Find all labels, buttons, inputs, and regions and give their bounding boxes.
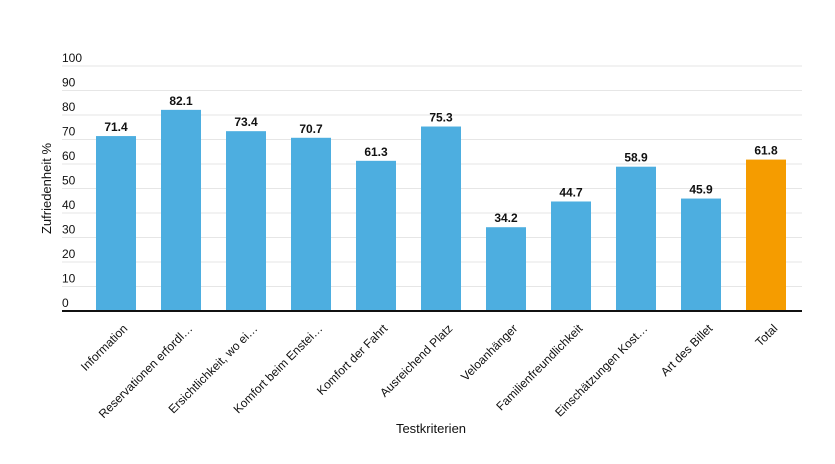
y-tick-label: 20 <box>62 247 76 261</box>
data-label: 75.3 <box>429 111 453 125</box>
bar <box>291 137 331 311</box>
x-tick-label: Total <box>753 321 781 349</box>
x-axis-title: Testkriterien <box>396 421 466 436</box>
bar <box>551 201 591 311</box>
y-tick-label: 80 <box>62 100 76 114</box>
data-label: 70.7 <box>299 122 323 136</box>
y-tick-label: 60 <box>62 149 76 163</box>
data-label: 44.7 <box>559 185 583 199</box>
x-tick-label: Veloanhänger <box>458 321 520 383</box>
data-label: 58.9 <box>624 151 648 165</box>
x-tick-label: Information <box>78 321 130 373</box>
bar <box>226 131 266 311</box>
data-labels: 71.4 82.1 73.4 70.7 61.3 75.3 34.2 44.7 58.9 45.9… <box>104 94 778 225</box>
y-tick-label: 90 <box>62 76 76 90</box>
data-label: 73.4 <box>234 115 258 129</box>
y-tick-label: 50 <box>62 174 76 188</box>
y-axis-ticks: 0 10 20 30 40 50 60 70 80 90 100 <box>62 51 82 310</box>
bar <box>616 166 656 311</box>
bars <box>96 109 786 311</box>
x-tick-label: Art des Billet <box>658 321 716 379</box>
bar <box>746 159 786 311</box>
y-axis-title: Zufriedenheit % <box>39 143 54 234</box>
data-label: 61.8 <box>754 144 778 158</box>
data-label: 61.3 <box>364 145 388 159</box>
y-tick-label: 100 <box>62 51 82 65</box>
bar <box>96 136 136 311</box>
data-label: 71.4 <box>104 120 128 134</box>
bar <box>486 227 526 311</box>
y-tick-label: 10 <box>62 272 76 286</box>
y-tick-label: 0 <box>62 296 69 310</box>
data-label: 45.9 <box>689 183 713 197</box>
data-label: 34.2 <box>494 211 518 225</box>
x-tick-label: Ausreichend Platz <box>377 321 455 399</box>
y-tick-label: 40 <box>62 198 76 212</box>
data-label: 82.1 <box>169 94 193 108</box>
bar <box>356 160 396 311</box>
bar <box>681 198 721 311</box>
y-tick-label: 30 <box>62 223 76 237</box>
bar <box>161 109 201 311</box>
y-tick-label: 70 <box>62 125 76 139</box>
bar <box>421 126 461 311</box>
